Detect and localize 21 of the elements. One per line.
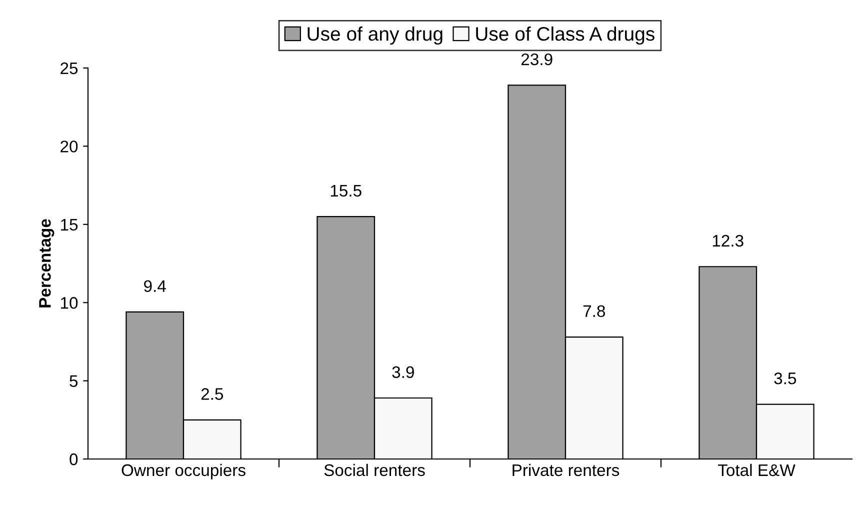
y-tick-label: 5 [70,375,78,388]
data-label: 12.3 [712,234,744,247]
data-label: 3.5 [774,372,796,384]
y-tick-label: 0 [70,453,78,466]
y-tick-label: 20 [60,140,78,152]
x-tick-label: Total E&W [718,464,796,476]
y-tick-label: 15 [61,218,78,231]
y-axis-title: Percentage [39,219,54,308]
data-label: 2.5 [201,388,224,400]
data-label: 23.9 [521,53,552,66]
data-label: 7.8 [583,305,606,318]
legend-label: Use of any drug [308,26,442,45]
data-label: 15.5 [330,184,362,197]
legend-label: Use of Class A drugs [476,26,654,45]
data-label: 9.4 [144,280,166,292]
x-tick-label: Private renters [512,464,620,476]
x-tick-label: Social renters [324,464,425,476]
y-tick-label: 25 [60,62,78,74]
data-label: 3.9 [392,366,414,378]
x-tick-label: Owner occupiers [122,464,246,480]
y-tick-label: 10 [61,297,78,309]
